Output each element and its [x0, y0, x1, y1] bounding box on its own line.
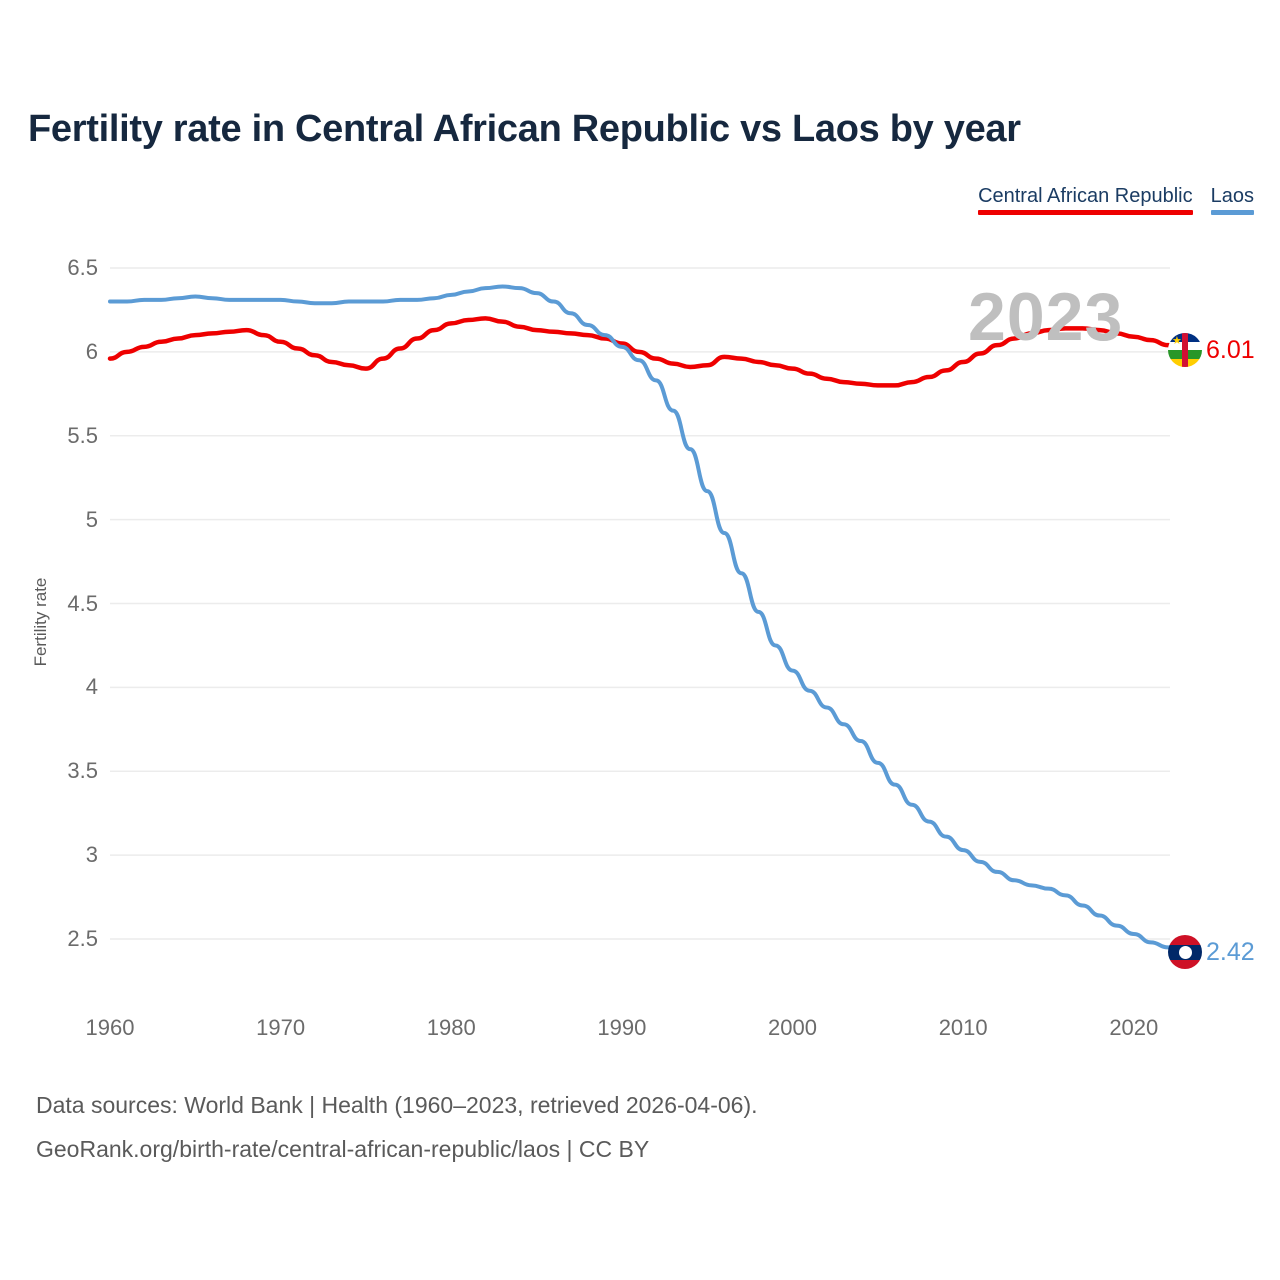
y-tick-label: 4	[85, 674, 98, 700]
endpoint-value-central-african-republic: 6.01	[1206, 335, 1255, 364]
legend-label-central-african-republic: Central African Republic	[978, 185, 1193, 207]
x-tick-label: 1970	[256, 1015, 306, 1040]
line-central-african-republic	[107, 316, 1188, 388]
footer-attribution: GeoRank.org/birth-rate/central-african-r…	[36, 1136, 650, 1162]
year-watermark: 2023	[968, 279, 1124, 355]
y-tick-label: 3.5	[67, 758, 98, 784]
y-tick-label: 4.5	[67, 590, 98, 616]
endpoint-laos: 2.42	[1168, 935, 1255, 970]
x-tick-label: 2020	[1109, 1015, 1159, 1040]
y-tick-label: 3	[85, 842, 98, 868]
endpoint-central-african-republic: ★ 6.01	[1168, 333, 1255, 368]
legend-label-laos: Laos	[1210, 185, 1254, 207]
x-tick-label: 1960	[85, 1015, 135, 1040]
y-tick-label: 5	[85, 506, 98, 532]
footer-data-sources: Data sources: World Bank | Health (1960–…	[36, 1092, 758, 1118]
legend: Central African Republic Laos	[978, 184, 1254, 215]
y-tick-label: 5.5	[67, 422, 98, 448]
line-laos	[108, 284, 1187, 955]
central-african-republic-flag-icon: ★	[1168, 333, 1202, 368]
y-axis-title: Fertility rate	[31, 577, 50, 667]
x-tick-label: 2000	[768, 1015, 817, 1040]
x-tick-label: 1980	[426, 1015, 476, 1040]
endpoint-value-laos: 2.42	[1206, 937, 1255, 966]
x-tick-label: 2010	[938, 1015, 988, 1040]
laos-flag-icon	[1168, 935, 1202, 970]
legend-item-laos[interactable]: Laos	[1210, 184, 1254, 215]
y-tick-label: 2.5	[67, 926, 98, 951]
legend-swatch-central-african-republic	[978, 210, 1193, 215]
gridlines	[110, 267, 1170, 940]
y-tick-label: 6	[85, 338, 98, 364]
footer: Data sources: World Bank | Health (1960–…	[36, 1083, 758, 1171]
series-lines	[107, 284, 1188, 955]
legend-swatch-laos	[1210, 210, 1254, 215]
y-tick-label: 6.5	[67, 255, 98, 280]
legend-item-central-african-republic[interactable]: Central African Republic	[978, 184, 1193, 215]
x-tick-label: 1990	[597, 1015, 647, 1040]
page-title: Fertility rate in Central African Republ…	[28, 108, 1021, 150]
